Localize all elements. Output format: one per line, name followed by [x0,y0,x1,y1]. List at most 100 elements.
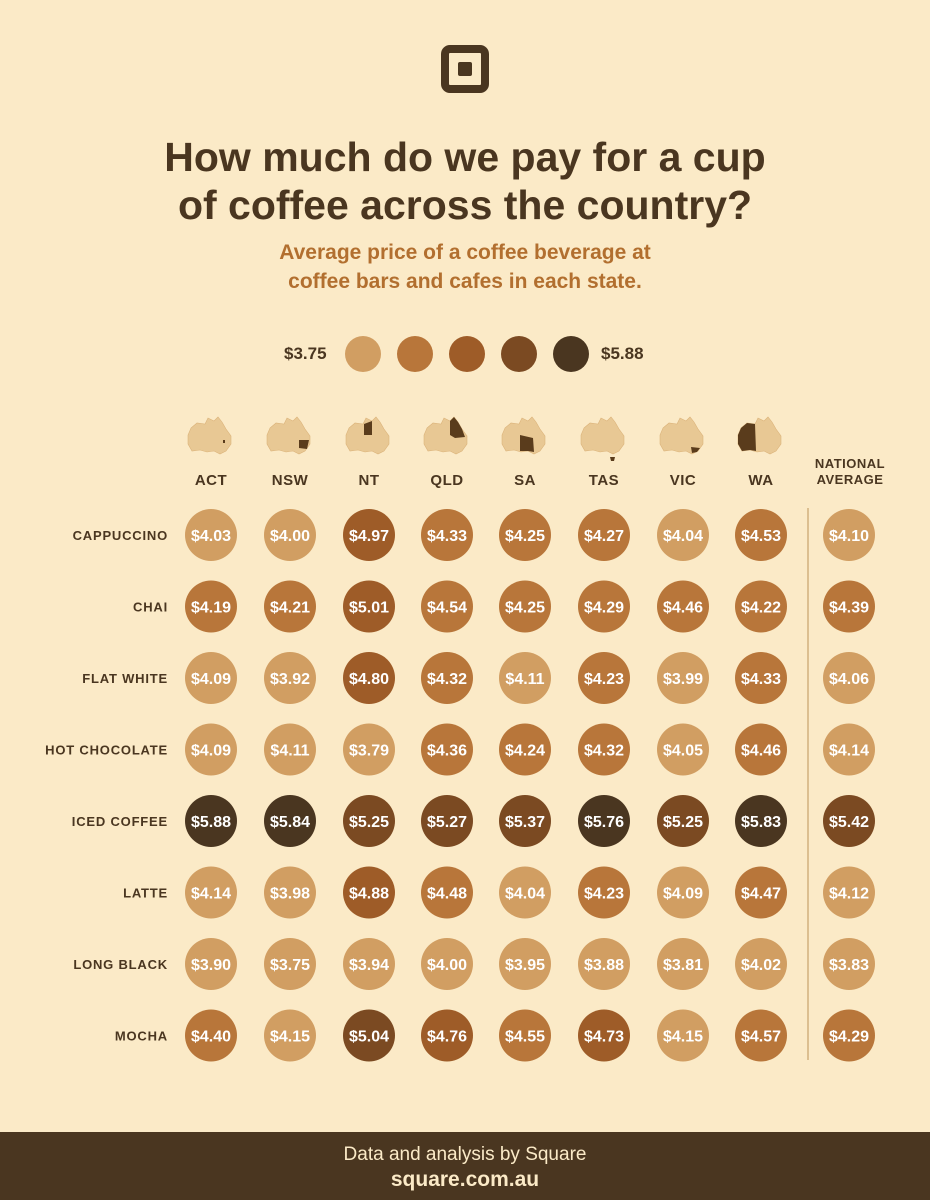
state-map-nsw [266,416,311,455]
price-label: $4.46 [663,600,703,617]
price-bubble [185,866,237,919]
column-header-act: ACT [195,472,227,489]
price-label: $4.00 [427,957,467,974]
price-label: $4.32 [584,743,624,760]
row-label: FLAT WHITE [82,671,168,686]
australia-outline [659,416,704,455]
price-label: $4.04 [505,886,545,903]
price-label: $4.53 [741,528,781,545]
price-label: $4.15 [663,1029,703,1046]
price-label: $4.15 [270,1029,310,1046]
price-label: $4.54 [427,600,467,617]
price-bubble [264,1009,316,1062]
price-label: $4.36 [427,743,467,760]
price-bubble [499,866,551,919]
price-label: $4.25 [505,528,545,545]
price-bubble [578,795,630,847]
legend-swatch-2 [397,336,433,372]
price-bubble [735,938,787,990]
legend-min-label: $3.75 [284,344,327,363]
price-bubble [499,795,551,847]
color-legend: $3.75 $5.88 [0,334,930,374]
price-label: $4.40 [191,1029,231,1046]
price-bubble [185,652,237,704]
price-bubble [343,938,395,990]
price-label: $4.57 [741,1029,781,1046]
price-bubble [499,580,551,633]
price-bubble [735,509,787,561]
price-label: $3.83 [829,957,869,974]
price-bubble [421,652,473,704]
price-bubble [185,1009,237,1062]
state-highlight-vic [691,447,700,453]
price-bubble [421,938,473,990]
price-bubble [657,938,709,990]
price-label: $4.55 [505,1029,545,1046]
price-label: $4.39 [829,600,869,617]
price-label: $4.06 [829,671,869,688]
price-label: $4.05 [663,743,703,760]
state-highlight-sa [520,435,534,452]
state-map-nt [345,416,390,455]
price-bubble [264,795,316,847]
price-label: $4.10 [829,528,869,545]
price-label: $5.84 [270,814,310,831]
price-bubble [823,1009,875,1062]
state-highlight-qld [450,417,465,438]
price-bubble [735,866,787,919]
state-map-wa [737,416,782,455]
price-bubble [343,866,395,919]
state-map-vic [659,416,704,455]
price-label: $4.80 [349,671,389,688]
price-label: $4.23 [584,671,624,688]
price-bubble [657,652,709,704]
price-label: $3.88 [584,957,624,974]
price-bubble [421,723,473,776]
price-bubble [657,723,709,776]
state-map-qld [423,416,468,455]
price-bubble [823,795,875,847]
price-bubble [735,1009,787,1062]
price-label: $4.03 [191,528,231,545]
price-label: $4.22 [741,600,781,617]
price-label: $4.14 [191,886,231,903]
price-label: $4.46 [741,743,781,760]
price-bubble [421,580,473,633]
price-label: $4.00 [270,528,310,545]
australia-outline [345,416,390,455]
price-label: $5.25 [349,814,389,831]
footer-url[interactable]: square.com.au [390,1168,540,1191]
price-bubble [657,580,709,633]
price-bubble [421,795,473,847]
australia-outline [187,416,232,455]
row-label: CHAI [133,600,168,615]
page-subtitle: Average price of a coffee beverage at co… [279,241,651,293]
price-bubble [185,723,237,776]
price-label: $3.81 [663,957,703,974]
state-highlight-nsw [299,440,309,449]
price-bubble [185,580,237,633]
row-label: CAPPUCCINO [73,528,168,543]
page-title: How much do we pay for a cup of coffee a… [164,134,766,228]
footer-credit: Data and analysis by Square [343,1144,587,1165]
column-header-sa: SA [514,472,536,489]
price-bubble [185,795,237,847]
state-map-tas [580,416,625,461]
legend-swatch-4 [501,336,537,372]
price-bubble [657,509,709,561]
state-map-act [187,416,232,455]
legend-max-label: $5.88 [601,344,644,363]
price-bubble [823,723,875,776]
price-label: $4.21 [270,600,310,617]
price-bubble [343,1009,395,1062]
price-label: $4.19 [191,600,231,617]
price-label: $4.24 [505,743,545,760]
price-label: $3.98 [270,886,310,903]
price-bubble [499,652,551,704]
price-bubble [735,723,787,776]
price-bubble [578,866,630,919]
price-label: $4.23 [584,886,624,903]
price-bubble [823,509,875,561]
price-bubble [499,509,551,561]
